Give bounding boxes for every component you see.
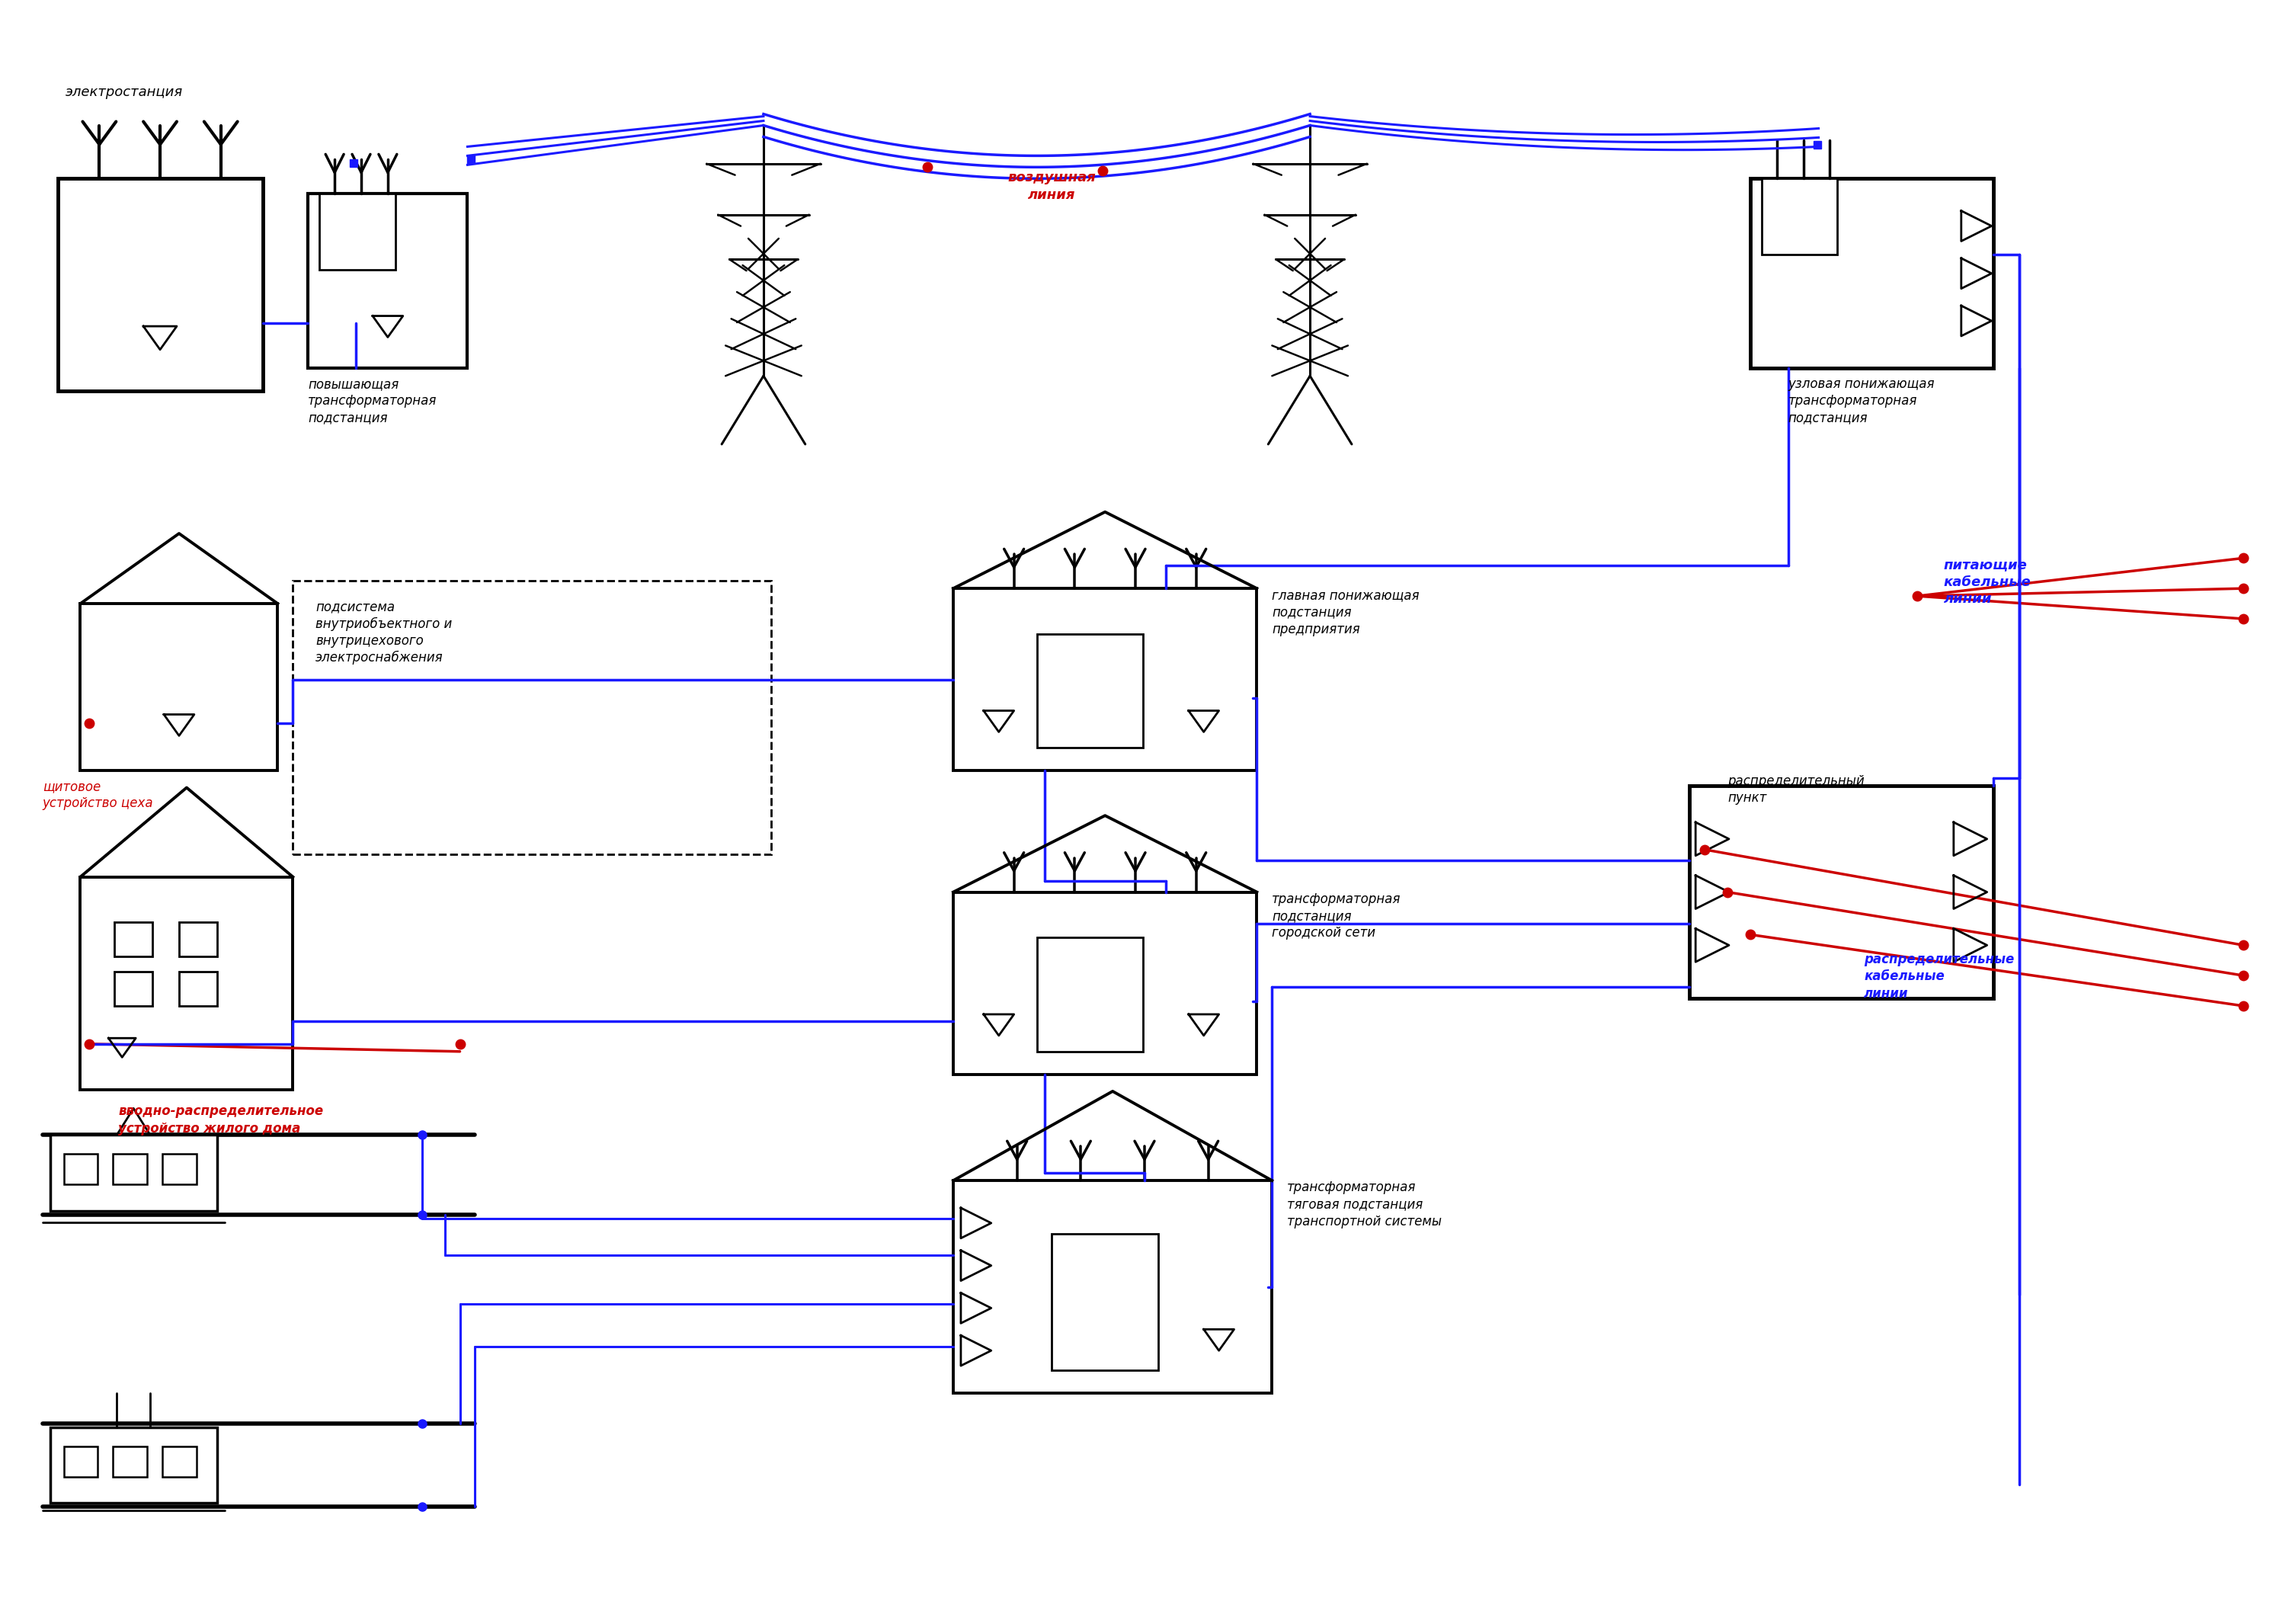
Text: главная понижающая
подстанция
предприятия: главная понижающая подстанция предприяти… bbox=[1271, 588, 1420, 637]
Text: распределительный
пункт: распределительный пункт bbox=[1728, 775, 1865, 806]
Bar bbox=[320, 193, 395, 270]
Bar bbox=[57, 179, 263, 391]
Bar bbox=[178, 971, 217, 1005]
Text: подсистема
внутриобъектного и
внутрицехового
электроснабжения: подсистема внутриобъектного и внутрицехо… bbox=[315, 599, 453, 664]
Bar bbox=[114, 922, 153, 957]
Bar bbox=[1052, 1234, 1159, 1371]
Text: электростанция: электростанция bbox=[66, 84, 183, 99]
Text: трансформаторная
подстанция
городской сети: трансформаторная подстанция городской се… bbox=[1271, 892, 1401, 940]
Text: узловая понижающая
трансформаторная
подстанция: узловая понижающая трансформаторная подс… bbox=[1788, 377, 1934, 425]
Text: щитовое
устройство цеха: щитовое устройство цеха bbox=[43, 780, 153, 810]
Text: воздушная
линия: воздушная линия bbox=[1008, 171, 1095, 201]
Bar bbox=[293, 581, 770, 854]
Bar bbox=[112, 1447, 146, 1476]
Bar bbox=[1038, 633, 1143, 749]
Bar bbox=[64, 1447, 98, 1476]
Bar bbox=[1763, 179, 1838, 255]
Bar bbox=[953, 588, 1257, 771]
Bar bbox=[1689, 786, 1993, 999]
Text: вводно-распределительное
устройство жилого дома: вводно-распределительное устройство жило… bbox=[119, 1104, 322, 1135]
Bar bbox=[1038, 937, 1143, 1051]
Text: распределительные
кабельные
линии: распределительные кабельные линии bbox=[1863, 953, 2014, 1000]
Bar bbox=[162, 1155, 197, 1184]
Bar bbox=[80, 604, 277, 771]
Bar bbox=[1751, 179, 1993, 369]
Text: трансформаторная
тяговая подстанция
транспортной системы: трансформаторная тяговая подстанция тран… bbox=[1287, 1181, 1442, 1228]
Bar bbox=[953, 892, 1257, 1073]
Bar bbox=[50, 1427, 217, 1504]
Bar bbox=[80, 877, 293, 1090]
Bar bbox=[178, 922, 217, 957]
Bar bbox=[309, 193, 466, 369]
Bar bbox=[50, 1135, 217, 1212]
Bar bbox=[114, 971, 153, 1005]
Bar bbox=[112, 1155, 146, 1184]
Bar bbox=[953, 1181, 1271, 1393]
Bar bbox=[162, 1447, 197, 1476]
Text: питающие
кабельные
линии: питающие кабельные линии bbox=[1943, 559, 2032, 606]
Text: повышающая
трансформаторная
подстанция: повышающая трансформаторная подстанция bbox=[309, 377, 437, 425]
Bar bbox=[64, 1155, 98, 1184]
